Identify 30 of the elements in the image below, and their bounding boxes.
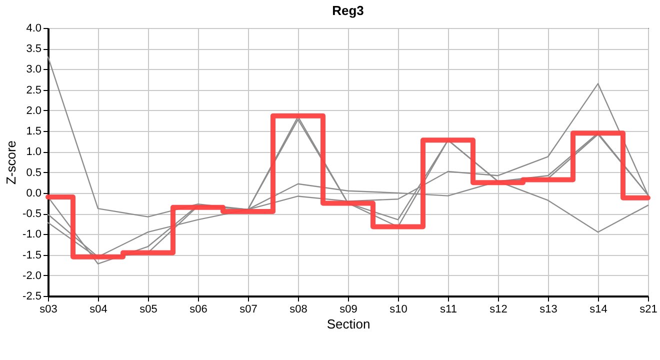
x-tick-label: s04 (90, 304, 108, 316)
x-tick-label: s21 (640, 304, 658, 316)
x-tick-label: s14 (590, 304, 608, 316)
y-axis-title: Z-score (4, 140, 19, 185)
x-tick-label: s05 (140, 304, 158, 316)
y-tick-label: 1.5 (26, 126, 42, 138)
y-tick-label: -2.5 (22, 290, 42, 302)
y-tick-label: 3.5 (26, 43, 42, 56)
y-tick-label: 4.0 (26, 22, 42, 34)
x-tick-label: s08 (290, 304, 308, 316)
x-tick-label: s11 (440, 304, 457, 316)
x-tick-label: s06 (190, 304, 208, 316)
y-tick-label: -2.0 (22, 270, 42, 282)
x-tick-label: s10 (390, 304, 408, 316)
y-tick-label: 0.0 (26, 187, 42, 200)
y-tick-label: 1.0 (26, 146, 42, 158)
y-tick-label: -1.5 (22, 249, 42, 262)
y-tick-label: 3.0 (26, 64, 42, 76)
chart-title: Reg3 (332, 3, 364, 18)
y-tick-label: 2.0 (26, 104, 42, 117)
x-tick-label: s13 (540, 304, 558, 316)
y-tick-label: -1.0 (22, 228, 42, 241)
y-tick-label: 0.5 (26, 166, 42, 179)
x-tick-label: s03 (40, 304, 58, 316)
x-axis-title: Section (326, 316, 370, 332)
y-tick-label: 2.5 (26, 84, 42, 96)
x-tick-label: s09 (340, 304, 358, 316)
x-tick-label: s12 (490, 304, 508, 316)
x-tick-label: s07 (240, 304, 258, 316)
y-tick-label: -0.5 (22, 208, 42, 220)
